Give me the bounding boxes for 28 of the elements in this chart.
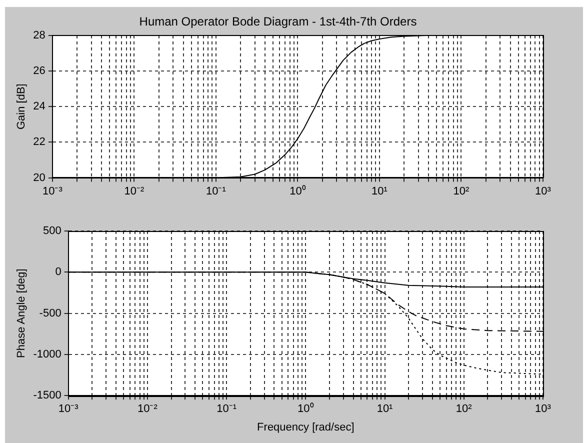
y-tick-label: 500 <box>42 225 62 238</box>
x-tick-label: 10⁻³ <box>58 403 79 416</box>
y-tick-label: 20 <box>33 172 46 184</box>
y-tick-label: 28 <box>33 29 46 42</box>
x-tick-label: 10⁻³ <box>42 185 63 198</box>
y-axis-title: Gain [dB] <box>16 84 28 130</box>
x-tick-label: 10³ <box>535 403 552 416</box>
x-tick-label: 10⁻² <box>124 185 144 198</box>
y-tick-label: -1500 <box>33 390 62 402</box>
x-tick-label: 10³ <box>535 185 552 198</box>
y-axis-title: Phase Angle [deg] <box>16 268 28 358</box>
x-tick-label: 10² <box>453 185 470 198</box>
chart-title: Human Operator Bode Diagram - 1st-4th-7th Orders <box>139 14 417 29</box>
x-tick-label: 10¹ <box>376 403 394 416</box>
y-tick-label: 24 <box>33 100 46 113</box>
y-tick-label: 22 <box>33 136 46 148</box>
y-tick-label: -1000 <box>33 348 62 360</box>
x-tick-label: 10⁻¹ <box>216 403 237 416</box>
y-tick-label: 0 <box>55 266 62 278</box>
x-tick-label: 10⁻¹ <box>206 185 226 198</box>
x-tick-label: 10¹ <box>372 185 388 198</box>
y-tick-label: -500 <box>39 307 62 320</box>
x-tick-label: 10⁰ <box>290 184 306 198</box>
x-axis-title: Frequency [rad/sec] <box>257 421 354 434</box>
x-tick-label: 10⁰ <box>298 402 314 416</box>
x-tick-label: 10⁻² <box>137 403 158 416</box>
x-tick-label: 10² <box>456 403 472 416</box>
y-tick-label: 26 <box>33 65 46 78</box>
